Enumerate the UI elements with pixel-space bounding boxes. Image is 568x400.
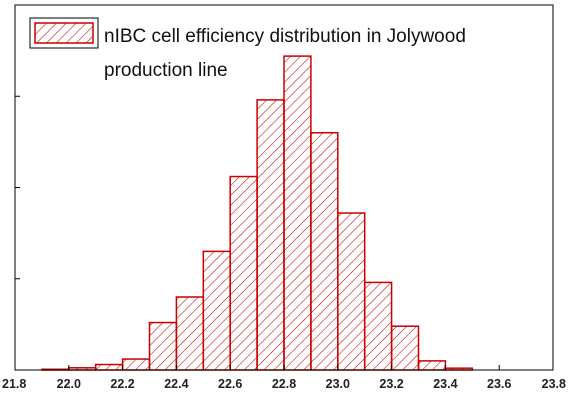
histogram-bar-11 [337, 212, 366, 371]
x-tick-label-10: 23.8 [542, 377, 566, 391]
legend: nIBC cell efficiency distribution in Jol… [29, 17, 466, 81]
y-ticks [15, 4, 20, 280]
x-tick-label-9: 23.6 [487, 377, 511, 391]
histogram-bar-13 [390, 325, 420, 371]
histogram-bar-14 [417, 360, 447, 371]
x-tick-label-5: 22.8 [272, 377, 296, 391]
histogram-bar-4 [148, 321, 178, 371]
histogram-bar-7 [229, 175, 258, 371]
x-tick-label-0: 21.8 [2, 377, 26, 391]
histogram-bar-5 [175, 296, 205, 371]
legend-label-line-2: production line [104, 60, 228, 81]
x-tick-label-7: 23.2 [379, 377, 403, 391]
x-tick-label-3: 22.4 [164, 377, 188, 391]
x-tick-label-8: 23.4 [433, 377, 457, 391]
x-tick-label-4: 22.6 [218, 377, 242, 391]
histogram-bar-12 [363, 281, 393, 371]
x-tick-label-1: 22.0 [57, 377, 81, 391]
histogram-bar-3 [121, 358, 151, 371]
legend-label-line-1: nIBC cell efficiency distribution in Jol… [104, 26, 466, 47]
histogram-bar-6 [202, 250, 231, 371]
legend-swatch [34, 22, 94, 44]
histogram-bar-2 [94, 363, 124, 371]
x-tick-label-6: 23.0 [326, 377, 350, 391]
x-ticks: 21.8 22.0 22.2 22.4 22.6 22.8 23.0 23.2 23.4 23.6… [2, 365, 566, 391]
histogram-bar-8 [256, 99, 285, 371]
histogram-bar-9 [283, 55, 312, 371]
bars-group [41, 55, 474, 371]
x-tick-label-2: 22.2 [110, 377, 134, 391]
histogram-bar-10 [310, 132, 339, 371]
